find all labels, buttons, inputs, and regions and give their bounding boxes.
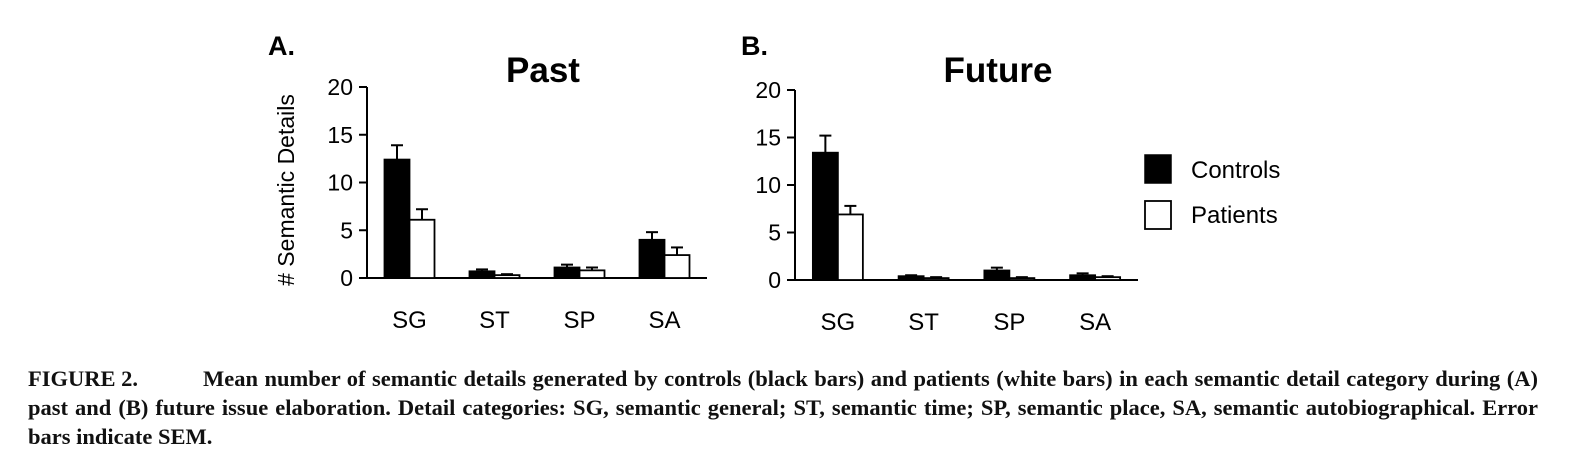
legend: Controls Patients [1144, 154, 1280, 230]
bar-controls-sg [383, 158, 411, 279]
y-tick-label: 5 [340, 217, 353, 243]
bar-controls-st [468, 270, 496, 279]
bar-patients-sg [408, 218, 436, 279]
bar-patients-st [493, 274, 521, 279]
bar-patients-sp [578, 269, 606, 279]
bar-controls-sg [811, 151, 839, 281]
legend-swatch-patients [1144, 200, 1172, 230]
x-category-label: ST [908, 309, 939, 336]
x-category-label: SG [392, 307, 427, 334]
bar-controls-sa [638, 238, 666, 279]
x-category-label: ST [479, 307, 510, 334]
bar-controls-sp [983, 269, 1011, 281]
bar-controls-st [897, 275, 925, 281]
caption-label: FIGURE 2. [28, 366, 139, 391]
x-category-label: SA [1079, 309, 1111, 336]
panel-title: Past [506, 51, 580, 90]
y-tick-label: 5 [768, 220, 781, 246]
bar-controls-sp [553, 266, 581, 279]
figure-caption: FIGURE 2. Mean number of semantic details… [28, 364, 1538, 451]
caption-text: Mean number of semantic details generate… [28, 366, 1538, 449]
y-tick-label: 0 [340, 265, 353, 291]
y-tick-label: 10 [327, 170, 353, 196]
bar-patients-sp [1008, 277, 1036, 281]
x-category-label: SG [821, 309, 856, 336]
bar-patients-sa [1094, 276, 1122, 281]
legend-swatch-controls [1144, 154, 1172, 184]
bar-patients-sg [836, 213, 864, 281]
y-tick-label: 10 [755, 172, 781, 198]
legend-label-patients: Patients [1191, 202, 1278, 229]
panel-title: Future [944, 51, 1053, 90]
y-axis-title: # Semantic Details [273, 94, 299, 286]
panel-b-future: B. Future 0 5 10 15 20 SG ST SP SA [741, 31, 1138, 336]
legend-label-controls: Controls [1191, 157, 1280, 184]
panel-a-past: A. Past # Semantic Details 0 5 10 15 20 SG ST SP SA [268, 31, 707, 334]
panel-letter: A. [268, 31, 295, 61]
bar-patients-st [922, 277, 950, 281]
y-tick-label: 15 [755, 125, 781, 151]
panel-letter: B. [741, 31, 768, 61]
x-category-label: SP [993, 309, 1025, 336]
x-category-label: SP [563, 307, 595, 334]
y-tick-label: 20 [755, 77, 781, 103]
bar-patients-sa [663, 254, 691, 279]
x-category-label: SA [648, 307, 680, 334]
bar-controls-sa [1069, 274, 1097, 281]
y-tick-label: 15 [327, 122, 353, 148]
y-tick-label: 0 [768, 267, 781, 293]
y-tick-label: 20 [327, 74, 353, 100]
